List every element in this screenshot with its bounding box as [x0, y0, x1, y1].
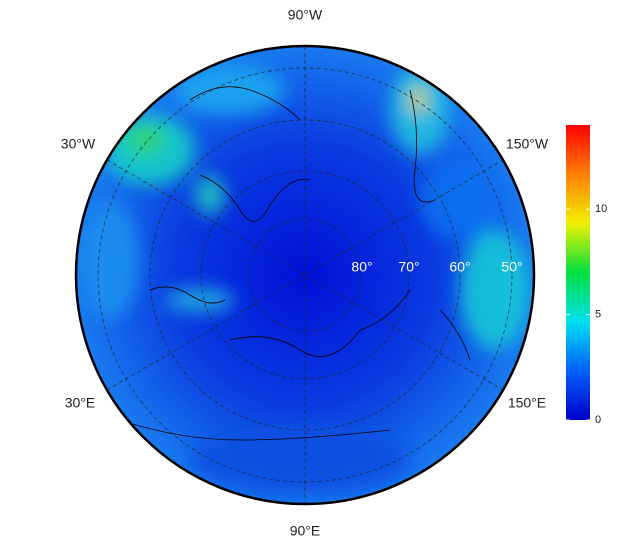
coastlines [119, 86, 471, 441]
latitude-label: 50° [501, 259, 522, 275]
map-border [74, 44, 536, 506]
graticule [97, 46, 513, 504]
colorbar-scale [566, 125, 590, 420]
latitude-label: 60° [449, 259, 470, 275]
colorbar-tick-label: 10 [595, 203, 607, 215]
longitude-label: 90°W [288, 7, 323, 23]
labels: 90°W 30°W 150°W 30°E 150°E 90°E 80° 70° 60° 50° [61, 7, 549, 539]
colorbar-tick-label: 5 [595, 309, 601, 321]
colorbar-tick-label: 0 [595, 414, 601, 426]
longitude-label: 150°E [508, 395, 546, 411]
latitude-label: 70° [398, 259, 419, 275]
latitude-label: 80° [351, 259, 372, 275]
longitude-label: 30°W [61, 136, 96, 152]
longitude-label: 90°E [290, 523, 321, 539]
longitude-label: 30°E [65, 395, 96, 411]
longitude-label: 150°W [506, 136, 549, 152]
colorbar: 0 5 10 [566, 125, 607, 426]
